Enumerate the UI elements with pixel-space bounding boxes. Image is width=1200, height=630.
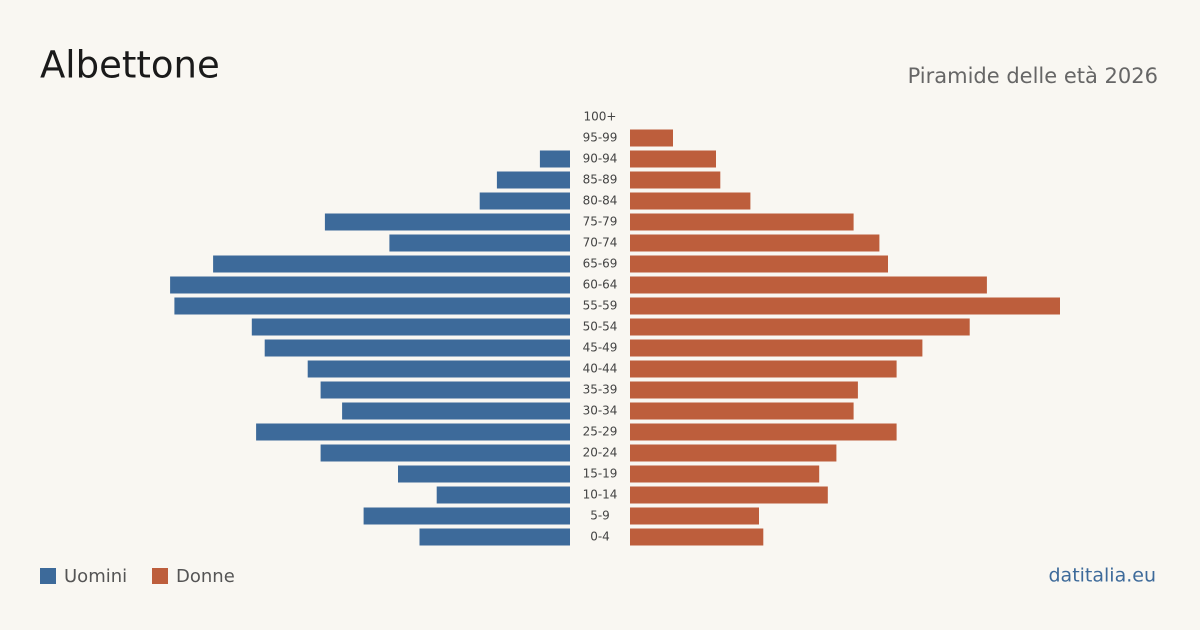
age-label: 90-94 [583,152,618,166]
bar [630,297,1060,315]
age-label: 75-79 [583,215,618,229]
age-label: 30-34 [583,404,618,418]
bar [630,192,751,210]
bar [630,318,970,336]
bar [630,213,854,231]
bar [630,402,854,420]
bar [479,192,570,210]
bar [539,150,570,168]
bar [320,381,570,399]
bar [630,171,721,189]
bar [630,381,858,399]
bar [630,129,673,147]
age-label: 25-29 [583,425,618,439]
bar [630,465,820,483]
age-label: 40-44 [583,362,618,376]
source: datitalia.eu [1049,565,1157,587]
age-label: 0-4 [590,530,610,544]
legend-swatch [152,568,168,584]
bar [630,255,888,273]
bar [630,528,764,546]
bar [436,486,570,504]
bar [264,339,570,357]
bar [630,339,923,357]
bar [630,276,987,294]
chart-subtitle: Piramide delle età 2026 [908,64,1158,88]
age-label: 85-89 [583,173,618,187]
legend-label: Donne [176,566,235,587]
bar [251,318,571,336]
age-label: 20-24 [583,446,618,460]
age-label: 50-54 [583,320,618,334]
bar [256,423,570,441]
bar [630,507,759,525]
bar [630,486,828,504]
bar [389,234,570,252]
age-label: 95-99 [583,131,618,145]
bar [320,444,570,462]
bar [174,297,570,315]
bar [170,276,570,294]
age-label: 45-49 [583,341,618,355]
age-label: 10-14 [583,488,618,502]
age-label: 80-84 [583,194,618,208]
age-label: 5-9 [590,509,610,523]
age-label: 35-39 [583,383,618,397]
bar [363,507,570,525]
legend-swatch [40,568,56,584]
bar [419,528,570,546]
age-label: 55-59 [583,299,618,313]
age-label: 100+ [584,110,617,124]
legend-label: Uomini [64,566,127,587]
bar [496,171,570,189]
bar [213,255,570,273]
age-label: 15-19 [583,467,618,481]
bar [307,360,570,378]
bar [630,444,837,462]
age-label: 60-64 [583,278,618,292]
chart-title: Albettone [40,44,220,87]
bar [630,423,897,441]
age-label: 70-74 [583,236,618,250]
bar [324,213,570,231]
bar [342,402,570,420]
bar [630,234,880,252]
bar [398,465,570,483]
bar [630,360,897,378]
bar [630,150,716,168]
age-label: 65-69 [583,257,618,271]
